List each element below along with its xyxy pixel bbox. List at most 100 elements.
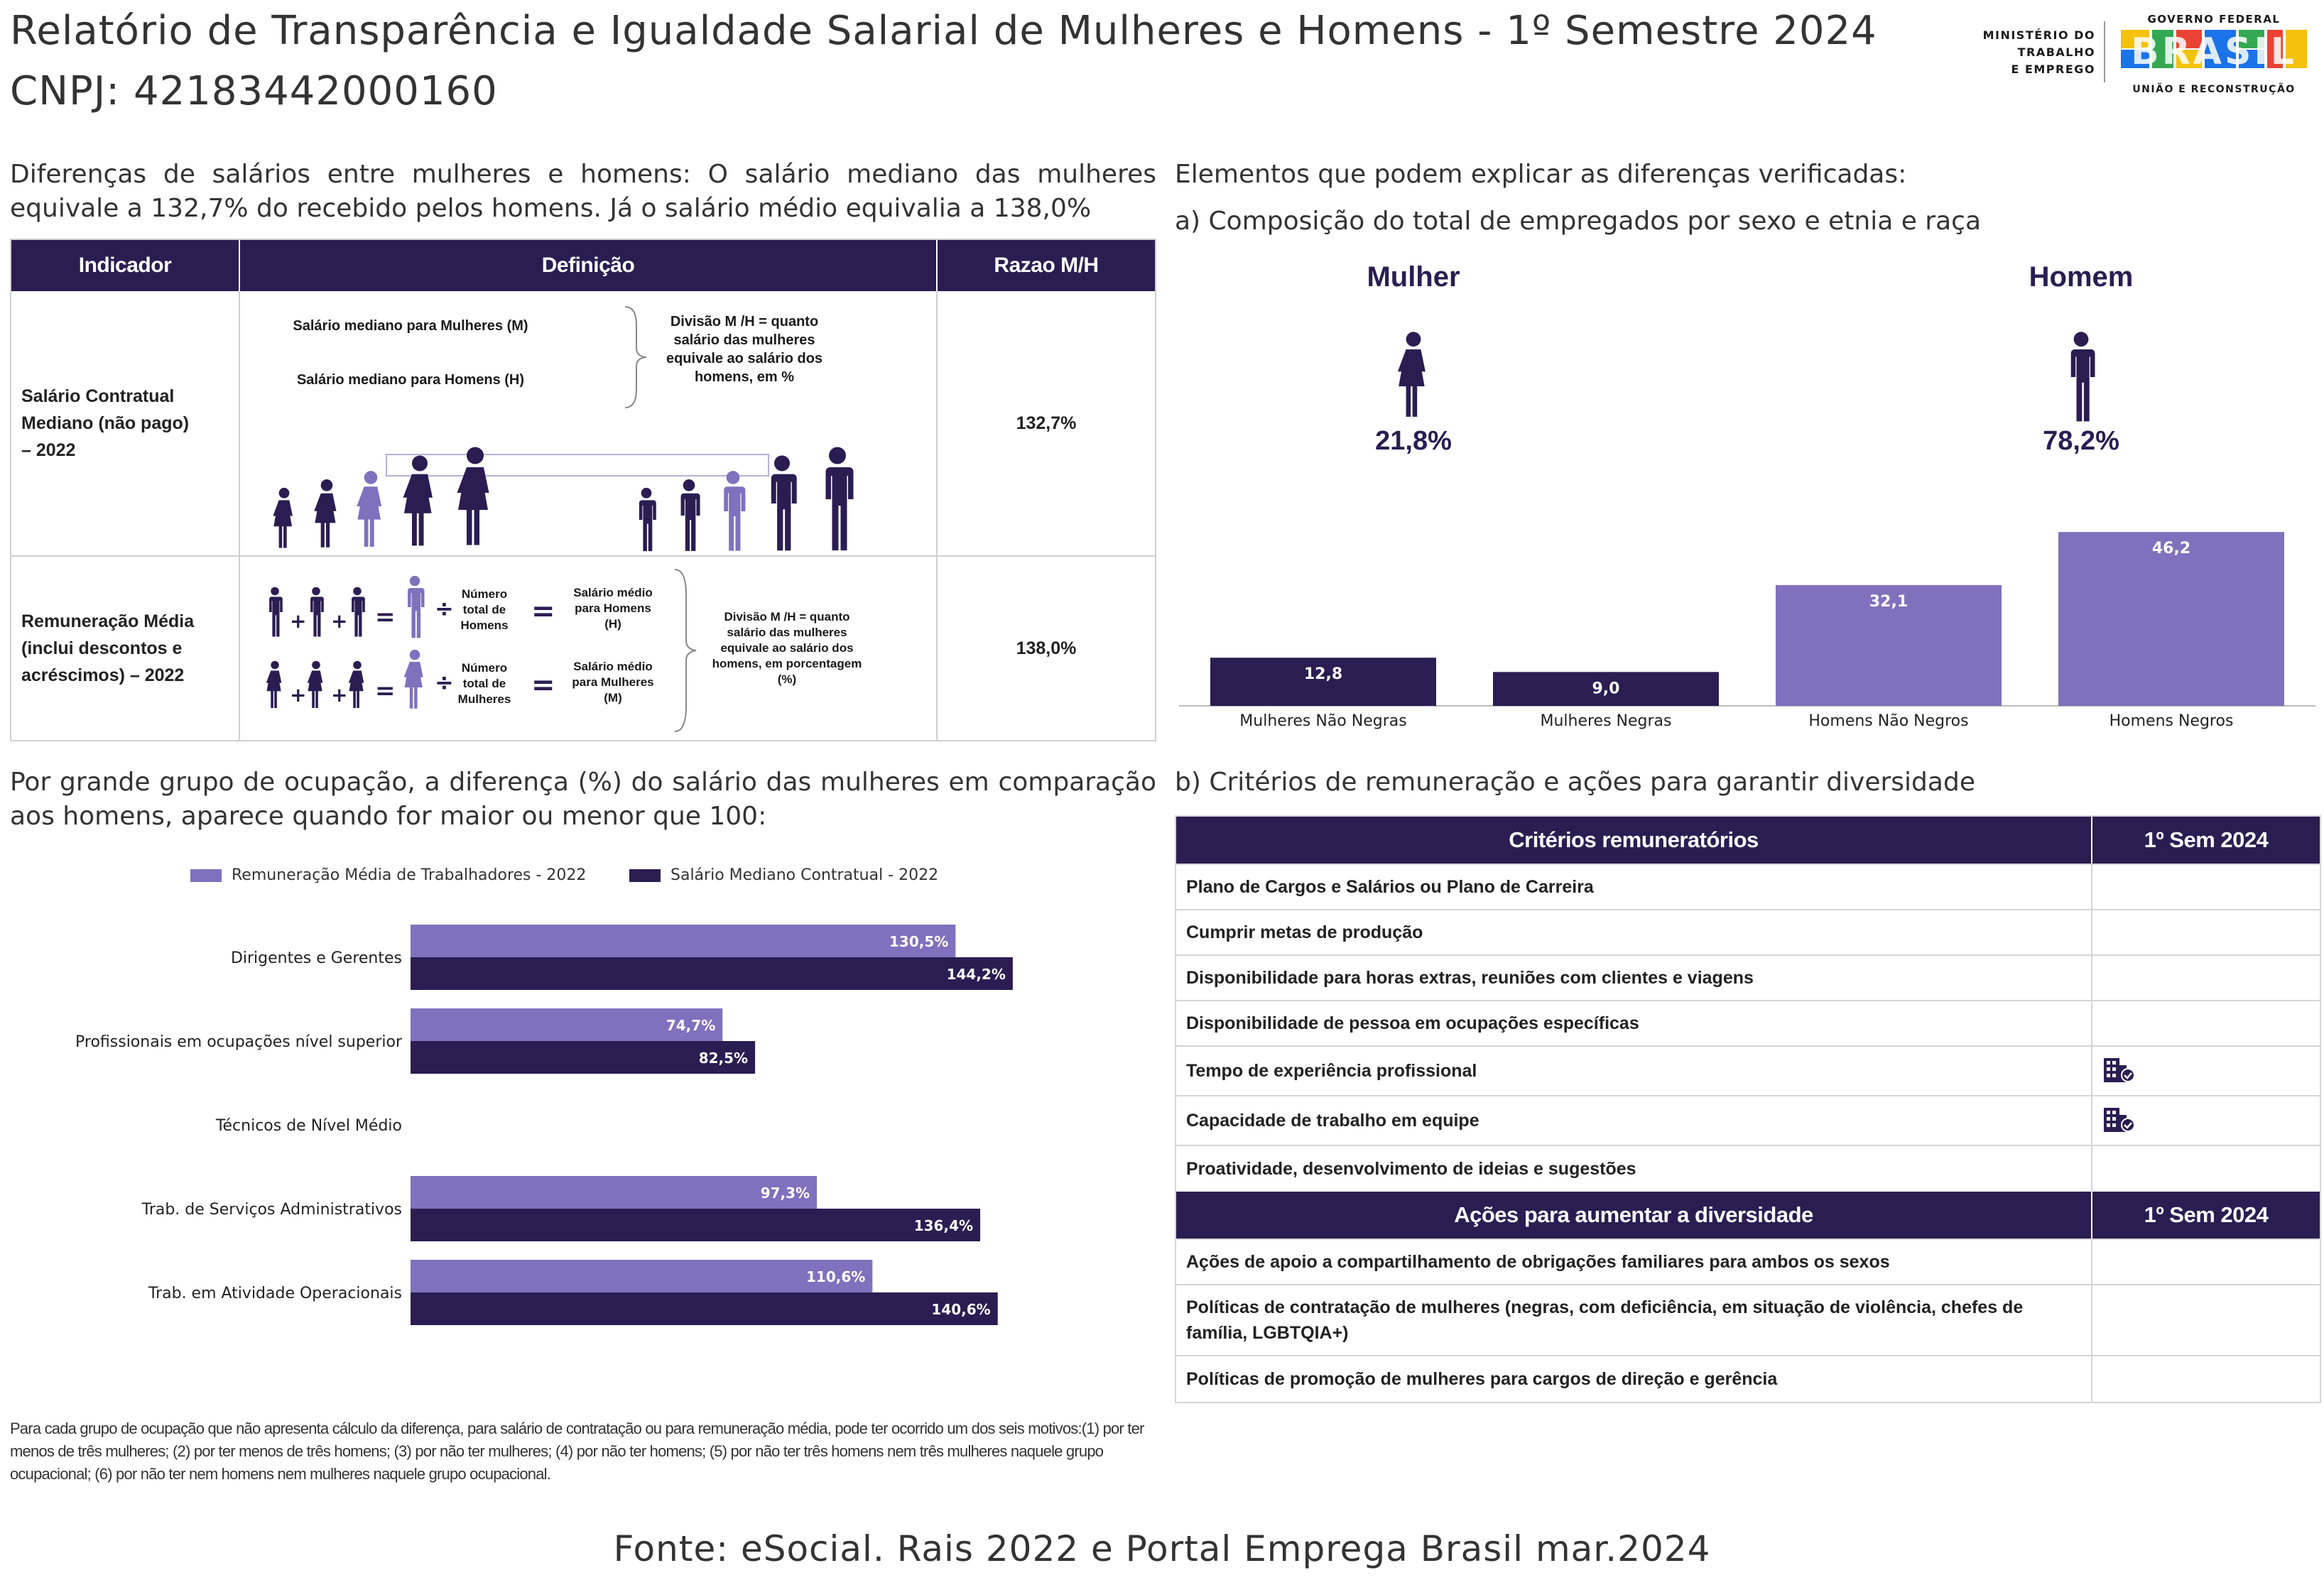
women-avg-label: Salário médio para Mulheres (M) xyxy=(572,660,654,704)
company-check-icon xyxy=(2102,1055,2135,1087)
brace-icon xyxy=(624,306,647,408)
svg-text:=: = xyxy=(375,603,396,631)
data-label: 136,4% xyxy=(914,1217,973,1234)
action-row: Ações de apoio a compartilhamento de obr… xyxy=(1176,1240,2320,1285)
criteria-row: Cumprir metas de produção xyxy=(1176,910,2320,956)
legend-swatch xyxy=(629,868,661,882)
woman-icon xyxy=(1397,332,1426,417)
row-label-average: Remuneração Média (inclui descontos e ac… xyxy=(11,557,240,740)
criteria-row: Disponibilidade para horas extras, reuni… xyxy=(1176,956,2320,1001)
data-label: 110,6% xyxy=(806,1268,865,1285)
action-label: Ações de apoio a compartilhamento de obr… xyxy=(1176,1240,2092,1284)
ministry-line-2: TRABALHO xyxy=(2017,45,2095,59)
row-label-median: Salário Contratual Mediano (não pago) – … xyxy=(11,291,240,557)
criteria-label: Proatividade, desenvolvimento de ideias … xyxy=(1176,1146,2092,1192)
category-label: Técnicos de Nível Médio xyxy=(215,1117,402,1135)
man-icon xyxy=(2070,332,2095,422)
action-row: Políticas de promoção de mulheres para c… xyxy=(1176,1356,2320,1402)
source-note: Fonte: eSocial. Rais 2022 e Portal Empre… xyxy=(613,1528,1711,1569)
ministry-line-1: MINISTÉRIO DO xyxy=(1982,28,2095,42)
men-percent: 78,2% xyxy=(2043,426,2119,456)
category-label: Mulheres Não Negras xyxy=(1239,712,1406,730)
category-label: Profissionais em ocupações nível superio… xyxy=(75,1033,403,1051)
ratio-median: 132,7% xyxy=(938,291,1155,557)
criteria-label: Tempo de experiência profissional xyxy=(1176,1047,2092,1095)
bar xyxy=(411,1209,981,1241)
category-label: Homens Negros xyxy=(2109,712,2234,730)
gov-word: BRASIL xyxy=(2131,31,2297,73)
data-label: 140,6% xyxy=(931,1301,990,1318)
data-label: 144,2% xyxy=(947,966,1006,983)
criteria-row: Proatividade, desenvolvimento de ideias … xyxy=(1176,1146,2320,1192)
cnpj-label: CNPJ: 42183442000160 xyxy=(10,68,498,114)
col-header-ratio: Razao M/H xyxy=(938,240,1155,291)
criteria-value xyxy=(2092,956,2320,1000)
bar xyxy=(411,1292,998,1325)
men-avg-label: Salário médio para Homens (H) xyxy=(573,586,653,631)
svg-text:+: + xyxy=(331,683,347,707)
action-label: Políticas de promoção de mulheres para c… xyxy=(1176,1356,2092,1402)
criteria-value xyxy=(2092,1146,2320,1192)
data-label: 82,5% xyxy=(699,1050,748,1067)
brace-icon xyxy=(674,569,697,732)
category-label: Dirigentes e Gerentes xyxy=(231,949,402,967)
indicator-table: Indicador Definição Razao M/H Salário Co… xyxy=(10,239,1156,741)
company-check-icon xyxy=(2102,1105,2135,1136)
col-header-definition: Definição xyxy=(240,240,938,291)
svg-text:+: + xyxy=(290,683,306,707)
criteria-header-row: Critérios remuneratórios 1º Sem 2024 xyxy=(1176,817,2320,865)
action-value xyxy=(2092,1356,2320,1402)
bar xyxy=(411,1260,873,1292)
gov-top-text: GOVERNO FEDERAL xyxy=(2147,13,2280,26)
data-label: 32,1 xyxy=(1869,593,1908,611)
criteria-heading: b) Critérios de remuneração e ações para… xyxy=(1175,768,1975,797)
gov-brasil-logo: GOVERNO FEDERAL BRASIL UNIÃO E RECONSTRU… xyxy=(2119,10,2308,102)
bar xyxy=(2058,532,2284,706)
diversity-period-header: 1º Sem 2024 xyxy=(2144,1202,2269,1227)
criteria-label: Cumprir metas de produção xyxy=(1176,910,2092,954)
women-total-label: Número total de Mulheres xyxy=(457,661,511,706)
action-value xyxy=(2092,1240,2320,1284)
men-label: Homem xyxy=(2029,261,2134,293)
data-label: 46,2 xyxy=(2152,540,2190,557)
occupation-paragraph: Por grande grupo de ocupação, a diferenç… xyxy=(10,768,1156,831)
row-definition-average: + + = ÷ + + = ÷ Número total de Homens =… xyxy=(240,557,938,740)
category-label: Trab. em Atividade Operacionais xyxy=(148,1285,402,1302)
bar xyxy=(411,957,1013,990)
median-indicator-label: Salário Contratual Mediano (não pago) – … xyxy=(21,386,190,460)
equals-icon: = xyxy=(531,669,555,702)
criteria-table: Critérios remuneratórios 1º Sem 2024 Pla… xyxy=(1175,815,2321,1403)
col-header-indicator: Indicador xyxy=(11,240,240,291)
action-row: Políticas de contratação de mulheres (ne… xyxy=(1176,1285,2320,1356)
action-label: Políticas de contratação de mulheres (ne… xyxy=(1176,1285,2092,1355)
footnote: Para cada grupo de ocupação que não apre… xyxy=(10,1420,1144,1483)
svg-text:÷: ÷ xyxy=(435,669,454,696)
composition-bar-chart: 12,8 Mulheres Não Negras 9,0 Mulheres Negra… xyxy=(1179,532,2315,730)
composition-heading: Elementos que podem explicar as diferenç… xyxy=(1175,160,1907,189)
def-division-median: Divisão M /H = quanto salário das mulher… xyxy=(666,314,823,385)
row-definition-median: Salário mediano para Mulheres (M) Salári… xyxy=(240,291,938,557)
logo-divider xyxy=(2104,21,2105,82)
legend-swatch xyxy=(190,868,222,882)
legend-item-salario: Salário Mediano Contratual - 2022 xyxy=(629,866,938,884)
occupation-bar-chart: Dirigentes e Gerentes 130,5% 144,2% Profiss… xyxy=(75,925,1013,1325)
gov-bottom-text: UNIÃO E RECONSTRUÇÃO xyxy=(2132,83,2295,95)
intro-paragraph: Diferenças de salários entre mulheres e … xyxy=(10,160,1156,223)
bar xyxy=(411,1041,756,1074)
ministry-logo: MINISTÉRIO DO TRABALHO E EMPREGO xyxy=(1911,27,2095,78)
criteria-value xyxy=(2092,1001,2320,1045)
bar xyxy=(1493,672,1719,706)
svg-text:+: + xyxy=(290,609,306,633)
ratio-average: 138,0% xyxy=(1016,638,1077,658)
criteria-label: Disponibilidade para horas extras, reuni… xyxy=(1176,956,2092,1000)
category-label: Mulheres Negras xyxy=(1540,712,1671,730)
women-percent: 21,8% xyxy=(1375,426,1452,456)
criteria-period-header: 1º Sem 2024 xyxy=(2144,827,2269,852)
diversity-header: Ações para aumentar a diversidade xyxy=(1176,1192,2092,1238)
category-label: Trab. de Serviços Administrativos xyxy=(141,1201,402,1219)
def-men-median: Salário mediano para Homens (H) xyxy=(296,372,525,388)
legend-label: Salário Mediano Contratual - 2022 xyxy=(670,866,939,884)
criteria-value xyxy=(2092,910,2320,954)
diversity-header-row: Ações para aumentar a diversidade 1º Sem… xyxy=(1176,1192,2320,1240)
criteria-label: Capacidade de trabalho em equipe xyxy=(1176,1096,2092,1145)
